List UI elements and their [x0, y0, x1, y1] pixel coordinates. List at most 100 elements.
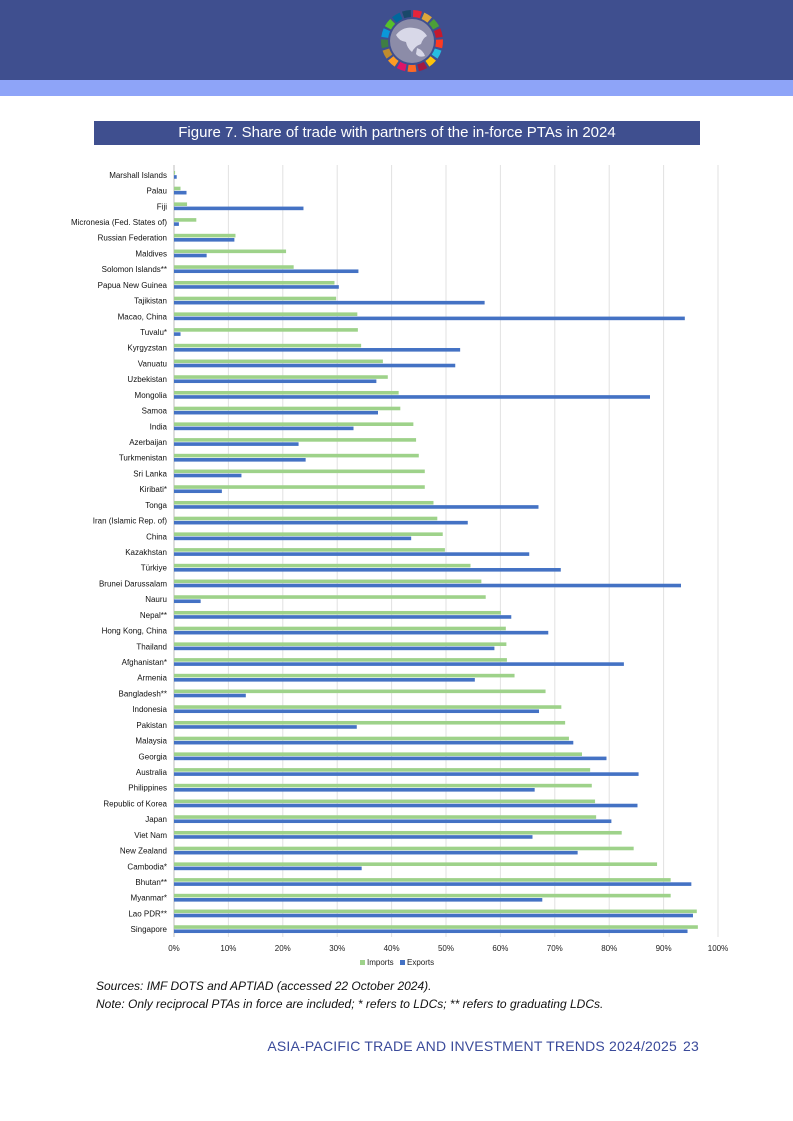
bar-imports [174, 469, 425, 474]
globe-sdg-wheel-icon [381, 10, 443, 72]
bar-exports [174, 379, 377, 384]
bar-imports [174, 705, 562, 709]
category-label: Indonesia [132, 705, 167, 714]
category-label: Samoa [142, 407, 168, 416]
category-label: Maldives [135, 249, 167, 258]
bar-imports [174, 438, 417, 442]
category-label: Republic of Korea [103, 799, 167, 808]
bar-imports [174, 720, 566, 725]
bar-exports [174, 835, 533, 839]
bar-exports [174, 473, 242, 478]
bar-exports [174, 913, 693, 918]
bar-exports [174, 426, 354, 431]
bar-imports [174, 202, 188, 206]
category-label: Iran (Islamic Rep. of) [93, 517, 168, 526]
bar-imports [174, 265, 294, 269]
legend-label-exports: Exports [407, 958, 434, 967]
bar-imports [174, 485, 425, 489]
bar-exports [174, 238, 235, 242]
bar-exports [174, 190, 187, 195]
category-label: Nauru [145, 595, 167, 604]
bar-imports [174, 186, 181, 191]
category-label: Afghanistan* [122, 658, 167, 667]
category-label: Vanuatu [138, 359, 167, 368]
category-label: Armenia [137, 674, 167, 683]
category-label: Micronesia (Fed. States of) [71, 218, 167, 227]
category-label: China [146, 532, 167, 541]
bar-imports [174, 500, 434, 505]
category-label: Turkmenistan [119, 454, 167, 463]
page-number: 23 [683, 1038, 699, 1054]
category-label: India [150, 422, 168, 431]
x-tick-label: 50% [438, 944, 454, 953]
header-stripe [0, 80, 793, 96]
bar-imports [174, 280, 335, 285]
bar-exports [174, 740, 574, 745]
bar-imports [174, 689, 546, 694]
category-label: Japan [145, 815, 167, 824]
category-label: Cambodia* [127, 862, 167, 871]
category-label: Tuvalu* [140, 328, 167, 337]
bar-exports [174, 552, 530, 556]
x-tick-label: 60% [492, 944, 508, 953]
category-label: Tonga [145, 501, 167, 510]
sources-note: Sources: IMF DOTS and APTIAD (accessed 2… [96, 977, 736, 1013]
bar-imports [174, 453, 419, 458]
bar-exports [174, 536, 412, 541]
bar-imports [174, 830, 622, 835]
bar-imports [174, 296, 337, 301]
bar-imports [174, 752, 582, 756]
bar-imports [174, 548, 445, 552]
x-tick-label: 80% [601, 944, 617, 953]
bar-imports [174, 925, 698, 929]
bar-exports [174, 866, 362, 871]
bar-imports [174, 909, 697, 914]
x-tick-labels: 0% 10% 20% 30% 40% 50% 60% 70% 80% 90% 100% [168, 944, 728, 953]
category-labels: Marshall Islands Palau Fiji Micronesia (Fed… [71, 171, 168, 934]
category-label: Azerbaijan [129, 438, 167, 447]
bar-exports [174, 882, 692, 886]
category-label: Palau [147, 187, 167, 196]
category-label: Thailand [136, 642, 167, 651]
bar-imports [174, 626, 506, 631]
category-label: Kyrgyzstan [127, 344, 167, 353]
bar-imports [174, 768, 591, 772]
x-tick-label: 100% [708, 944, 728, 953]
bar-imports [174, 846, 634, 851]
bar-chart: Marshall Islands Palau Fiji Micronesia (Fed… [71, 165, 728, 967]
bar-exports [174, 568, 561, 572]
category-label: Bangladesh** [119, 689, 167, 698]
category-label: Kazakhstan [125, 548, 167, 557]
bar-exports [174, 803, 638, 808]
category-label: Sri Lanka [133, 469, 167, 478]
bar-exports [174, 693, 246, 698]
bar-imports [174, 516, 438, 521]
x-tick-label: 40% [384, 944, 400, 953]
x-tick-label: 0% [168, 944, 180, 953]
legend-swatch-imports [360, 960, 365, 965]
category-label: Türkiye [141, 564, 168, 573]
bar-imports [174, 532, 443, 536]
category-label: Bhutan** [135, 878, 167, 887]
bar-exports [174, 316, 685, 321]
bar-imports [174, 170, 176, 175]
footer-title: ASIA-PACIFIC TRADE AND INVESTMENT TRENDS… [267, 1038, 678, 1054]
bar-imports [174, 658, 507, 662]
legend-swatch-exports [400, 960, 405, 965]
bar-exports [174, 300, 485, 305]
bar-exports [174, 395, 650, 399]
category-label: Malaysia [135, 737, 167, 746]
bar-exports [174, 363, 456, 368]
category-label: Uzbekistan [127, 375, 167, 384]
category-label: Lao PDR** [128, 909, 167, 918]
bar-exports [174, 898, 543, 902]
category-label: New Zealand [120, 847, 167, 856]
bar-imports [174, 610, 501, 615]
bar-imports [174, 736, 569, 741]
bar-exports [174, 709, 540, 714]
bar-exports [174, 788, 535, 792]
bar-exports [174, 630, 549, 635]
bar-exports [174, 583, 682, 588]
bar-exports [174, 489, 222, 494]
bar-exports [174, 615, 512, 619]
